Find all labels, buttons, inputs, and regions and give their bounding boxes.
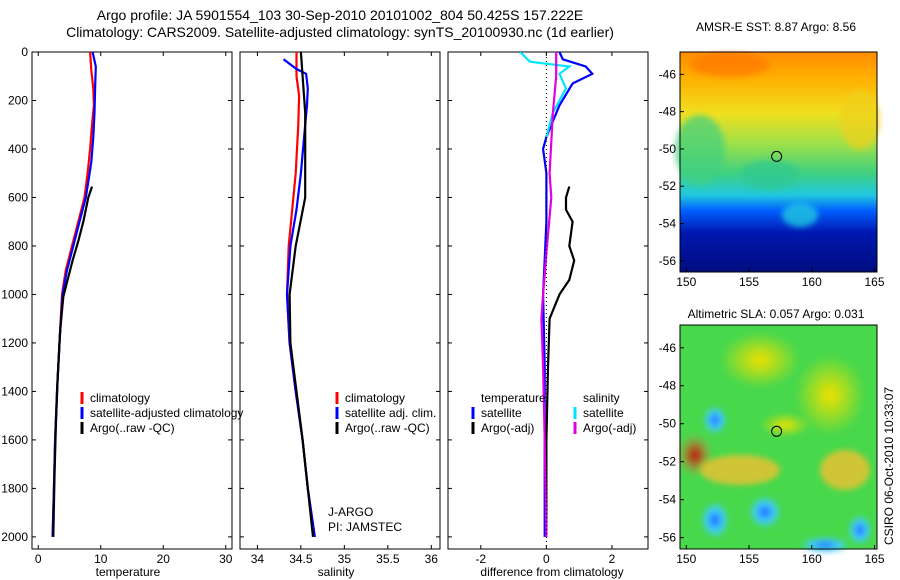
y-tick-label: 600 — [8, 190, 28, 204]
map-x-tick-label: 155 — [739, 275, 759, 289]
y-tick-label: 1800 — [1, 481, 28, 495]
x-tick-label: 35 — [338, 552, 352, 566]
map-y-tick-label: -54 — [659, 217, 677, 231]
legend-label: satellite — [481, 406, 522, 420]
salinity-xlabel: salinity — [318, 565, 355, 579]
legend-label: satellite adj. clim. — [345, 406, 436, 420]
map-y-tick-label: -50 — [659, 417, 677, 431]
series-line-satellite-adjusted-climatology — [51, 52, 97, 537]
figure-title-line2: Climatology: CARS2009. Satellite-adjuste… — [66, 24, 614, 40]
annotation-programme: J-ARGO — [328, 505, 373, 519]
series-line-climatology — [285, 52, 316, 538]
y-tick-label: 400 — [8, 142, 28, 156]
x-tick-label: 20 — [157, 552, 171, 566]
temperature-legend: climatology satellite-adjusted climatolo… — [80, 391, 243, 435]
map-x-tick-label: 160 — [802, 552, 822, 566]
y-tick-label: 2000 — [1, 530, 28, 544]
legend-header: salinity — [583, 391, 620, 405]
sla-map-frame — [679, 324, 878, 550]
y-tick-label: 1000 — [1, 287, 28, 301]
x-tick-label: 34.5 — [289, 552, 313, 566]
difference-legend-temperature: temperature satellite Argo(-adj) — [471, 391, 546, 435]
sla-map-title: Altimetric SLA: 0.057 Argo: 0.031 — [688, 307, 865, 321]
x-tick-label: 0 — [543, 552, 550, 566]
map-y-tick-label: -52 — [659, 179, 677, 193]
legend-label: Argo(-adj) — [481, 421, 534, 435]
figure-title-line1: Argo profile: JA 5901554_103 30-Sep-2010… — [97, 7, 584, 23]
sst-map-frame — [679, 51, 878, 273]
series-line-argo-adj- — [545, 186, 576, 537]
y-tick-label: 1200 — [1, 336, 28, 350]
y-tick-label: 800 — [8, 239, 28, 253]
x-tick-label: 35.5 — [376, 552, 400, 566]
x-tick-label: 0 — [35, 552, 42, 566]
legend-header: temperature — [481, 391, 546, 405]
legend-label: climatology — [90, 391, 150, 405]
legend-label: Argo(..raw -QC) — [345, 421, 430, 435]
sla-map-image — [677, 325, 877, 553]
x-tick-label: 2 — [609, 552, 616, 566]
series-line-argo-adj- — [540, 52, 558, 537]
y-tick-label: 1400 — [1, 384, 28, 398]
sst-map-title: AMSR-E SST: 8.87 Argo: 8.56 — [696, 20, 856, 34]
x-tick-label: 34 — [251, 552, 265, 566]
map-y-tick-label: -50 — [659, 142, 677, 156]
map-y-tick-label: -48 — [659, 105, 677, 119]
map-x-tick-label: 165 — [864, 275, 884, 289]
map-y-tick-label: -56 — [659, 531, 677, 545]
annotation-pi: PI: JAMSTEC — [328, 520, 402, 534]
salinity-legend: climatology satellite adj. clim. Argo(..… — [335, 391, 436, 435]
x-tick-label: 10 — [94, 552, 108, 566]
x-tick-label: -2 — [475, 552, 486, 566]
legend-label: satellite — [583, 406, 624, 420]
series-line-satellite — [541, 52, 595, 537]
legend-label: climatology — [345, 391, 405, 405]
x-tick-label: 36 — [425, 552, 439, 566]
sst-map-image — [675, 52, 880, 272]
x-tick-label: 30 — [219, 552, 233, 566]
series-line-argo-raw-qc- — [288, 52, 315, 538]
map-x-tick-label: 155 — [739, 552, 759, 566]
sla-argo-location-marker — [771, 425, 783, 437]
temperature-panel-frame — [31, 51, 233, 550]
map-y-tick-label: -46 — [659, 67, 677, 81]
legend-label: Argo(..raw -QC) — [90, 421, 175, 435]
salinity-panel-frame — [239, 51, 441, 550]
map-x-tick-label: 150 — [676, 275, 696, 289]
difference-xlabel: difference from climatology — [480, 565, 623, 579]
y-tick-label: 0 — [21, 45, 28, 59]
y-tick-label: 200 — [8, 93, 28, 107]
series-line-satellite — [519, 52, 573, 138]
map-y-tick-label: -46 — [659, 341, 677, 355]
map-y-tick-label: -48 — [659, 379, 677, 393]
legend-label: Argo(-adj) — [583, 421, 636, 435]
series-line-satellite-adj-clim- — [282, 58, 316, 538]
difference-legend-salinity: salinity satellite Argo(-adj) — [573, 391, 636, 435]
difference-panel-frame — [447, 51, 649, 550]
series-line-argo-raw-qc- — [52, 186, 94, 537]
side-credit-label: CSIRO 06-Oct-2010 10:33:07 — [882, 387, 896, 545]
map-y-tick-label: -56 — [659, 254, 677, 268]
temperature-xlabel: temperature — [96, 565, 161, 579]
map-y-tick-label: -54 — [659, 493, 677, 507]
map-x-tick-label: 165 — [864, 552, 884, 566]
y-tick-label: 1600 — [1, 433, 28, 447]
map-x-tick-label: 160 — [802, 275, 822, 289]
sst-argo-location-marker — [771, 150, 783, 162]
map-y-tick-label: -52 — [659, 455, 677, 469]
legend-label: satellite-adjusted climatology — [90, 406, 243, 420]
map-x-tick-label: 150 — [676, 552, 696, 566]
series-line-climatology — [51, 52, 96, 537]
